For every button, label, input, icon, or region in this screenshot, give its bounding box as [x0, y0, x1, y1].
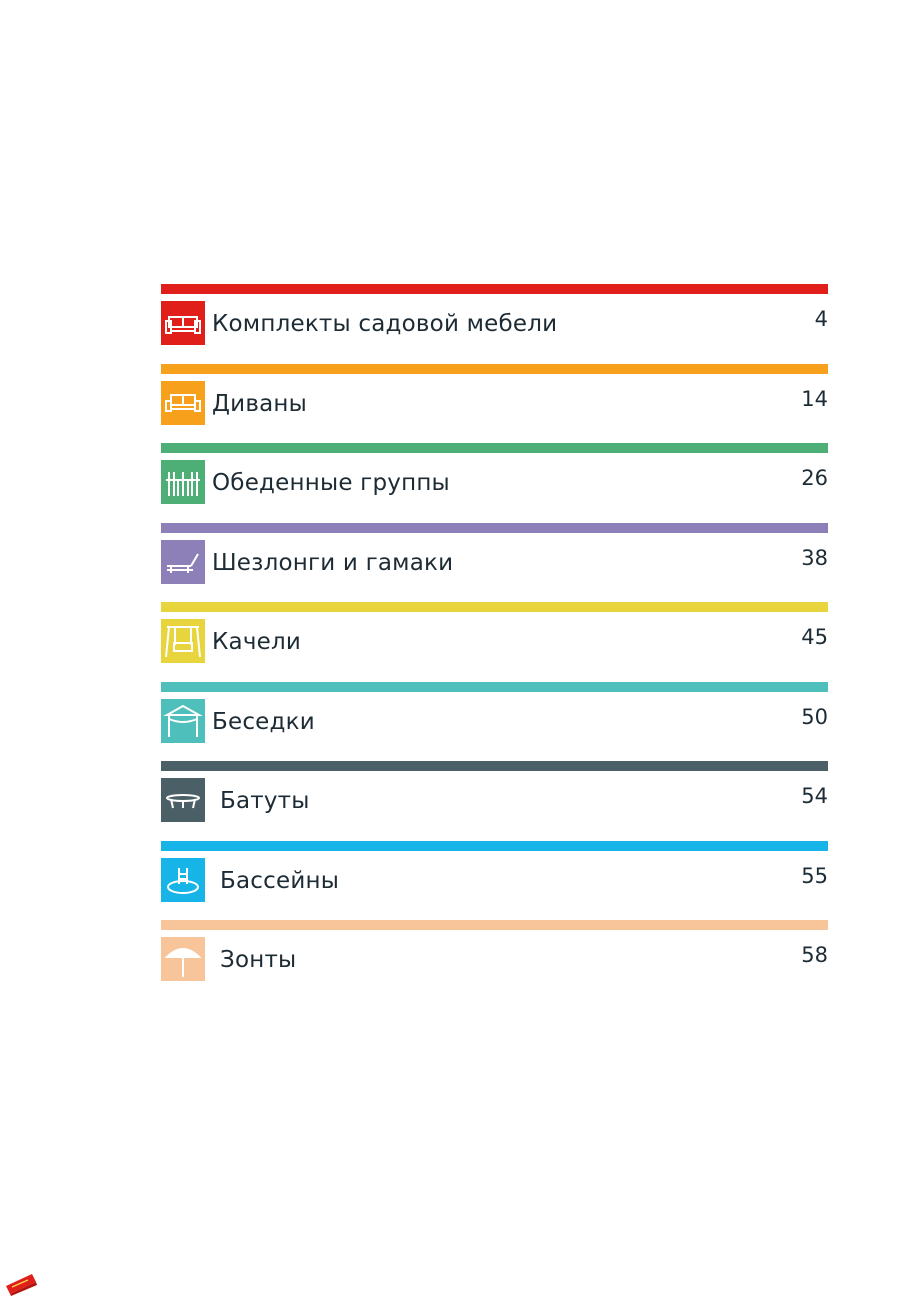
- garden-swing-icon: [161, 619, 205, 663]
- dining-set-icon: [161, 460, 205, 504]
- gazebo-icon: [161, 698, 205, 743]
- toc-entry-title: Шезлонги и гамаки: [212, 549, 454, 576]
- toc-page-number: 55: [801, 863, 828, 888]
- section-color-bar: [161, 522, 828, 533]
- toc-entry-sofas[interactable]: Диваны 14: [161, 363, 828, 444]
- section-color-bar: [161, 920, 828, 930]
- section-color-bar: [161, 681, 828, 692]
- section-color-bar: [161, 443, 828, 453]
- section-color-bar: [161, 761, 828, 771]
- section-color-bar: [161, 602, 828, 612]
- toc-entry-title: Комплекты садовой мебели: [212, 311, 558, 337]
- table-of-contents: Комплекты садовой мебели 4 Диваны 14: [161, 284, 828, 1000]
- brand-logo-icon: [4, 1270, 38, 1296]
- toc-entry-gazebos[interactable]: Беседки 50: [161, 681, 828, 762]
- toc-page-number: 4: [814, 307, 828, 331]
- umbrella-icon: [161, 937, 205, 981]
- toc-entry-title: Диваны: [212, 390, 307, 417]
- sofa-set-icon: [161, 301, 205, 345]
- toc-entry-trampolines[interactable]: Батуты 54: [161, 761, 828, 841]
- toc-entry-title: Бассейны: [220, 867, 340, 894]
- toc-entry-title: Батуты: [220, 788, 310, 814]
- toc-page-number: 54: [801, 784, 828, 808]
- toc-entry-sofa-sets[interactable]: Комплекты садовой мебели 4: [161, 284, 828, 364]
- toc-page-number: 58: [801, 943, 828, 967]
- pool-icon: [161, 857, 205, 902]
- toc-entry-title: Качели: [212, 629, 302, 655]
- sofa-icon: [161, 380, 205, 425]
- toc-entry-dining-sets[interactable]: Обеденные группы 26: [161, 443, 828, 523]
- toc-entry-umbrellas[interactable]: Зонты 58: [161, 920, 828, 1000]
- toc-page-number: 38: [801, 545, 828, 570]
- toc-page-number: 26: [801, 466, 828, 490]
- toc-page-number: 50: [801, 704, 828, 729]
- toc-entry-pools[interactable]: Бассейны 55: [161, 840, 828, 921]
- section-color-bar: [161, 284, 828, 294]
- toc-entry-title: Зонты: [220, 947, 297, 973]
- toc-entry-title: Беседки: [212, 708, 315, 735]
- toc-entry-title: Обеденные группы: [212, 470, 450, 496]
- toc-entry-swings[interactable]: Качели 45: [161, 602, 828, 682]
- section-color-bar: [161, 840, 828, 851]
- trampoline-icon: [161, 778, 205, 822]
- section-color-bar: [161, 363, 828, 374]
- toc-page-number: 45: [801, 625, 828, 649]
- toc-entry-sunloungers[interactable]: Шезлонги и гамаки 38: [161, 522, 828, 603]
- sunlounger-icon: [161, 539, 205, 584]
- toc-page-number: 14: [801, 386, 828, 411]
